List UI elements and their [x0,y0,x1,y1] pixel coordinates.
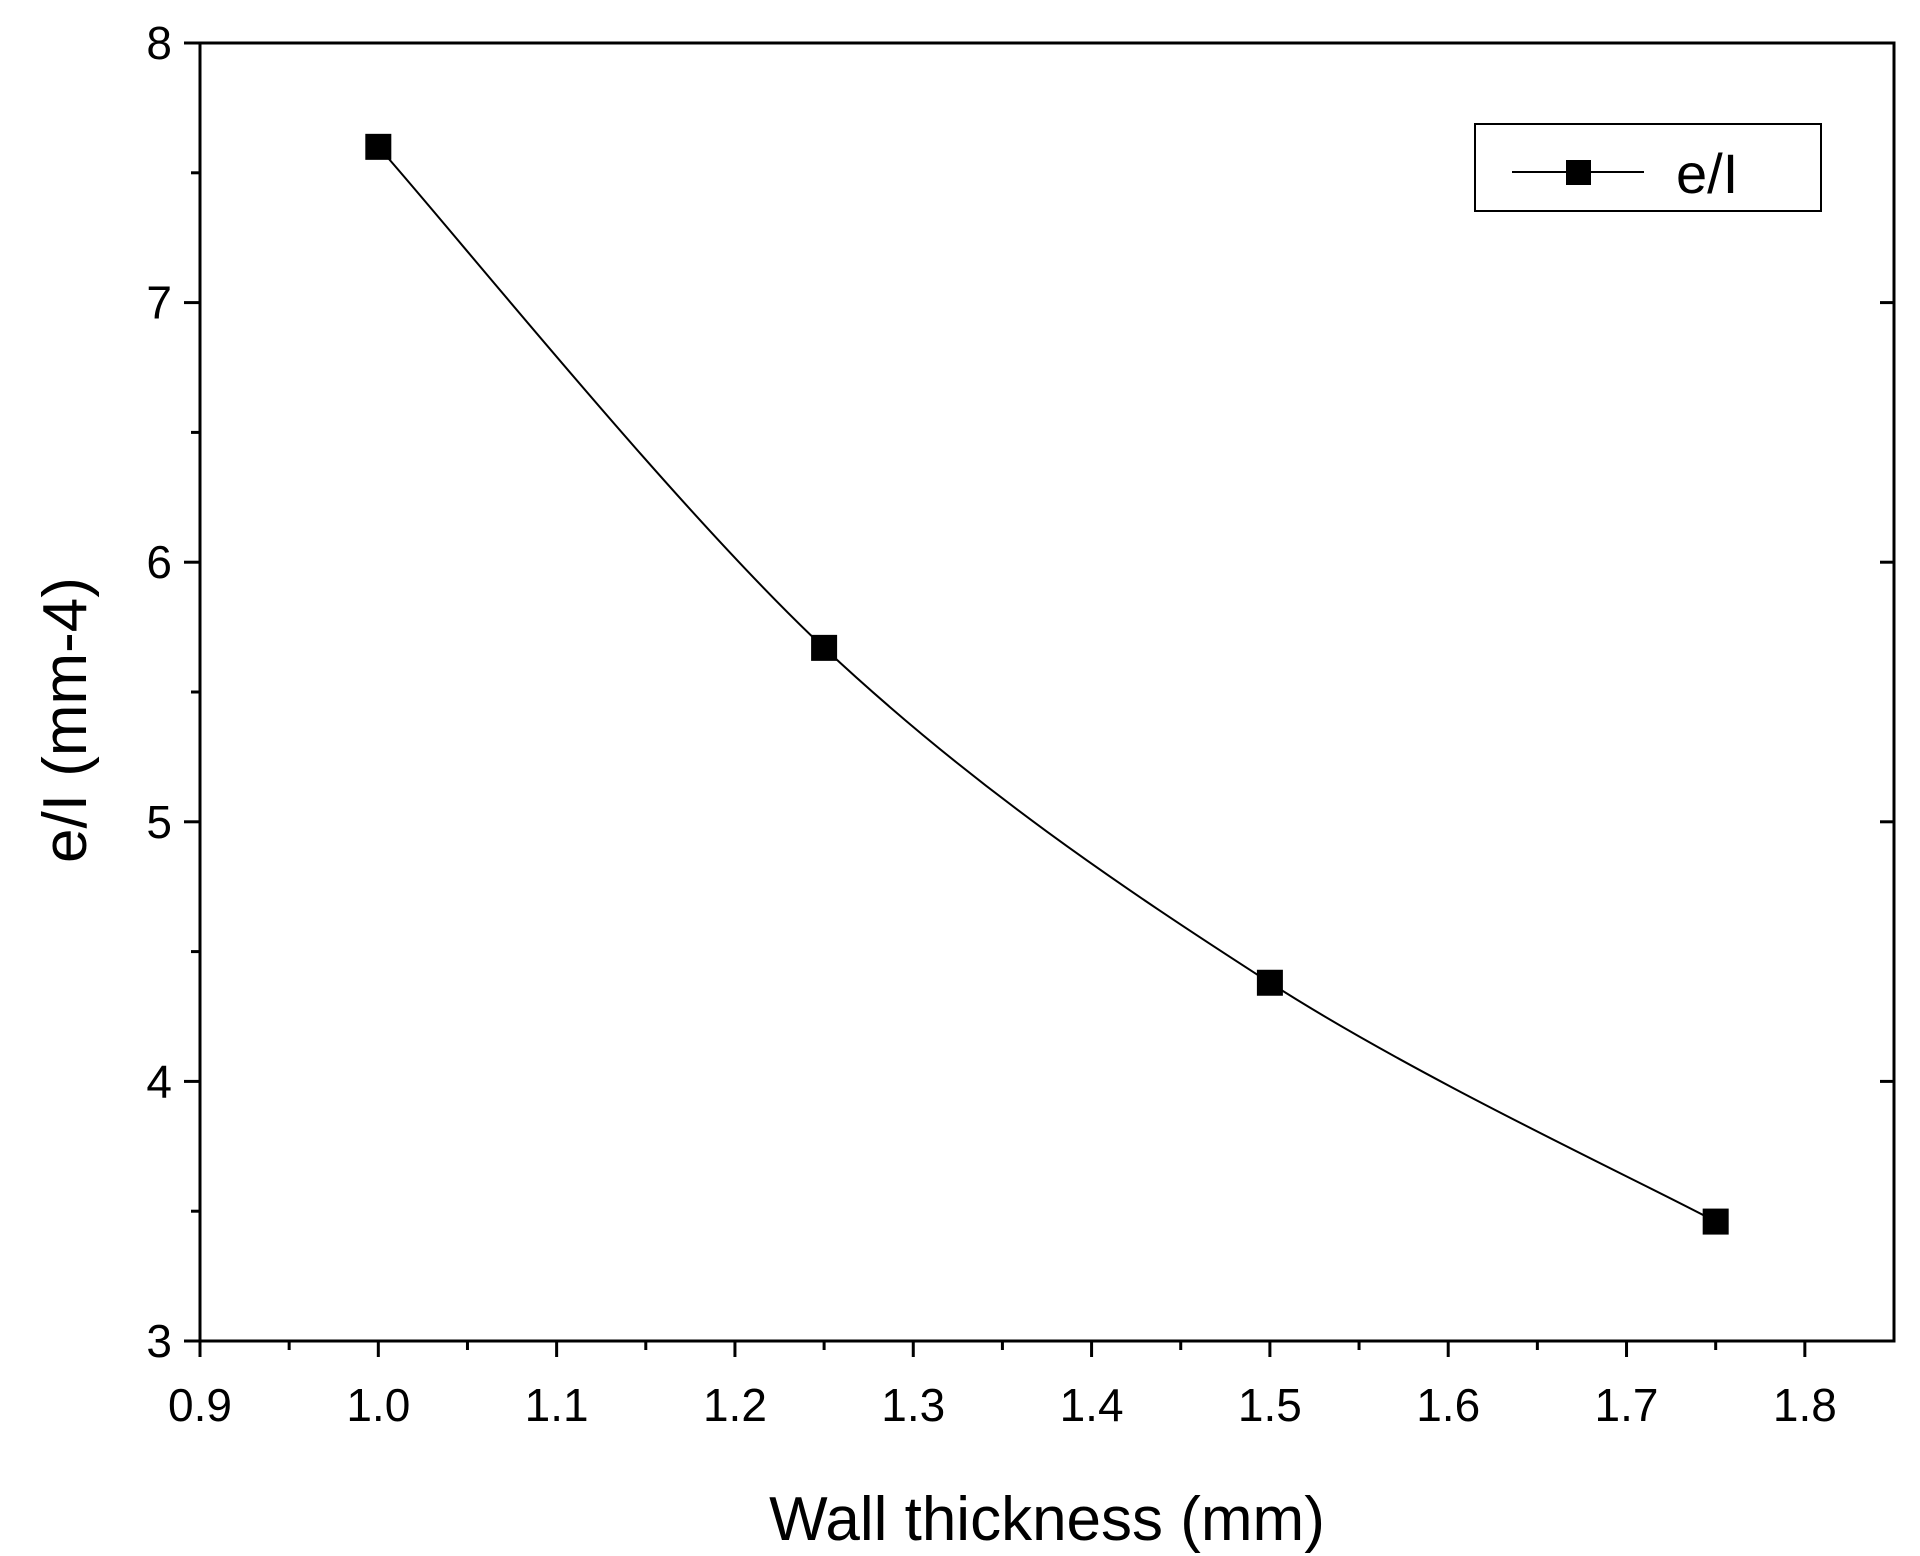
data-point [811,634,838,661]
x-tick-label: 1.1 [525,1379,589,1431]
y-axis-ticks: 3 4 5 6 7 8 [146,17,1894,1367]
data-point [1702,1208,1729,1235]
y-tick-label: 5 [146,796,172,848]
x-axis-title: Wall thickness (mm) [769,1485,1325,1554]
series-layer [365,133,1729,1235]
y-tick-label: 7 [146,277,172,329]
y-tick-label: 6 [146,536,172,588]
legend-box [1474,123,1822,212]
y-axis-title: e/I (mm-4) [31,577,100,863]
plot-frame [198,41,1896,1343]
x-tick-label: 1.3 [881,1379,945,1431]
y-tick-label: 8 [146,17,172,69]
legend: e/I [1474,123,1822,212]
x-tick-label: 1.2 [703,1379,767,1431]
x-tick-label: 0.9 [168,1379,232,1431]
x-tick-label: 1.7 [1595,1379,1659,1431]
x-tick-label: 1.8 [1773,1379,1837,1431]
x-tick-label: 1.0 [346,1379,410,1431]
x-tick-label: 1.4 [1060,1379,1124,1431]
data-point [365,133,392,160]
x-tick-label: 1.5 [1238,1379,1302,1431]
legend-marker [1566,160,1591,185]
legend-label: e/I [1676,142,1738,205]
y-tick-label: 3 [146,1315,172,1367]
x-tick-label: 1.6 [1416,1379,1480,1431]
data-point [1256,969,1283,996]
y-tick-label: 4 [146,1055,172,1107]
series-line [377,146,1717,1223]
x-axis-ticks: 0.9 1.0 1.1 1.2 1.3 1.4 1.5 1.6 1.7 1.8 [168,1341,1837,1431]
